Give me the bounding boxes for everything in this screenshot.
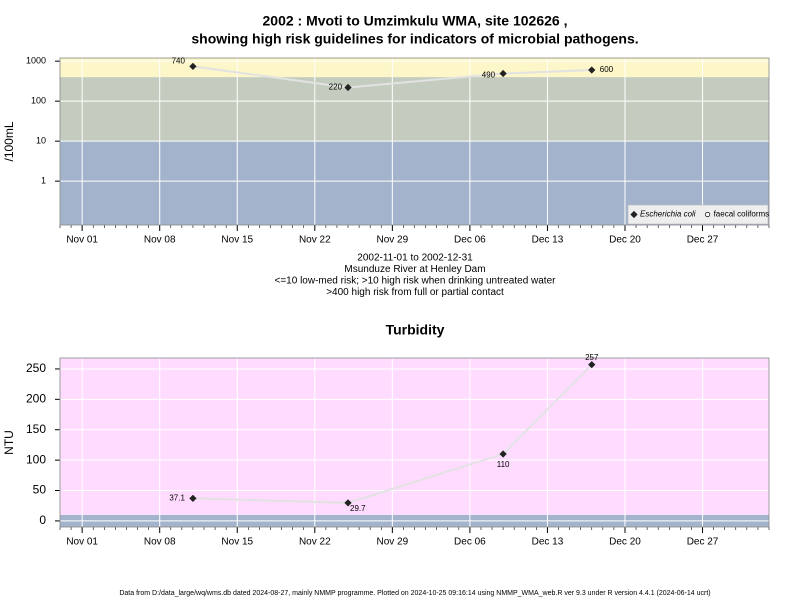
x-tick-label: Nov 22 (299, 235, 331, 246)
chart-title: Turbidity (386, 322, 445, 338)
x-tick-label: Nov 29 (377, 537, 409, 548)
note: <=10 low-med risk; >10 high risk when dr… (275, 276, 557, 287)
y-tick-label: 1000 (26, 56, 46, 66)
data-point (588, 66, 596, 74)
x-tick-label: Dec 13 (532, 537, 564, 548)
x-tick-label: Nov 22 (299, 537, 331, 548)
plot-frame (59, 357, 770, 528)
y-tick-label: 150 (26, 422, 46, 436)
x-tick-label: Dec 13 (532, 235, 564, 246)
data-point (499, 450, 507, 458)
y-tick-label: 50 (33, 483, 47, 497)
y-tick-label: 0 (39, 513, 46, 527)
data-label: 740 (172, 57, 186, 66)
data-label: 110 (497, 460, 510, 469)
note: Msunduze River at Henley Dam (344, 264, 485, 275)
note: >400 high risk from full or partial cont… (326, 287, 504, 298)
series-line (192, 65, 592, 89)
y-tick-label: 200 (26, 392, 46, 406)
x-tick-label: Dec 20 (609, 537, 641, 548)
x-tick-label: Dec 27 (687, 537, 719, 548)
legend-marker (630, 210, 638, 219)
y-tick-label: 1 (41, 176, 46, 186)
data-point (189, 62, 197, 71)
footer: Data from D:/data_large/wq/wms.db dated … (119, 590, 710, 597)
chart-title: showing high risk guidelines for indicat… (191, 31, 638, 47)
x-tick-label: Dec 27 (687, 235, 719, 246)
x-tick-label: Dec 06 (454, 235, 486, 246)
x-tick-label: Nov 01 (66, 537, 98, 548)
legend-box (627, 204, 769, 225)
data-point (189, 494, 197, 502)
y-tick-label: 10 (36, 136, 46, 146)
y-axis-label: NTU (2, 430, 16, 455)
data-label: 29.7 (350, 504, 366, 513)
legend-label: Escherichia coli (640, 210, 696, 219)
risk-band (60, 77, 769, 142)
data-label: 600 (600, 65, 614, 74)
chart-title: 2002 : Mvoti to Umzimkulu WMA, site 1026… (263, 13, 568, 29)
x-tick-label: Nov 08 (144, 537, 176, 548)
x-tick-label: Nov 01 (66, 235, 98, 246)
y-tick-label: 100 (31, 96, 46, 106)
plot-frame (59, 57, 770, 226)
legend-label: faecal coliforms (714, 210, 770, 219)
data-label: 490 (482, 71, 496, 80)
x-tick-label: Nov 15 (221, 537, 253, 548)
legend-marker (704, 211, 711, 218)
data-label: 257 (585, 353, 599, 362)
data-point (344, 83, 352, 92)
risk-band (60, 358, 769, 515)
x-tick-label: Nov 15 (221, 235, 253, 246)
data-point (344, 499, 352, 507)
data-point (588, 361, 596, 369)
data-label: 220 (329, 83, 343, 92)
note: 2002-11-01 to 2002-12-31 (357, 253, 473, 264)
data-point (499, 69, 507, 78)
data-label: 37.1 (169, 493, 185, 502)
y-tick-label: 100 (26, 452, 46, 466)
x-tick-label: Dec 20 (609, 235, 641, 246)
series-line (192, 363, 593, 504)
x-tick-label: Nov 08 (144, 235, 176, 246)
y-tick-label: 250 (26, 361, 46, 375)
x-tick-label: Dec 06 (454, 537, 486, 548)
y-axis-label: /100mL (2, 121, 16, 161)
x-tick-label: Nov 29 (377, 235, 409, 246)
